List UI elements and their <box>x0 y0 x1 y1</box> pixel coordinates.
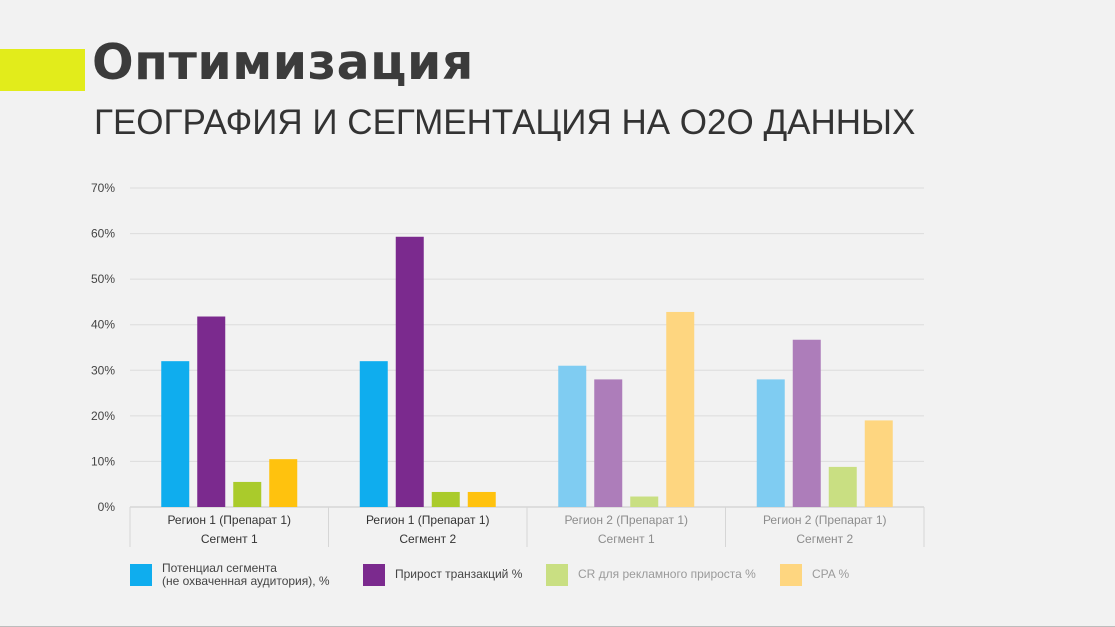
bar <box>630 496 659 507</box>
x-tick-label: Регион 2 (Препарат 1) <box>564 513 688 527</box>
legend-swatch <box>546 564 568 586</box>
legend-swatch <box>363 564 385 586</box>
y-tick-label: 40% <box>91 318 115 332</box>
bar <box>864 420 893 507</box>
accent-bar <box>0 49 85 91</box>
bar <box>395 236 424 508</box>
y-tick-label: 0% <box>98 500 116 514</box>
x-tick-label: Регион 1 (Препарат 1) <box>167 513 291 527</box>
bar <box>792 339 821 507</box>
bar <box>269 459 298 507</box>
bar <box>161 361 190 507</box>
legend-label: CPA % <box>812 567 850 581</box>
legend-label: CR для рекламного прироста % <box>578 567 756 581</box>
x-tick-label: Сегмент 2 <box>399 532 456 546</box>
y-tick-label: 50% <box>91 272 115 286</box>
x-tick-label: Сегмент 2 <box>796 532 853 546</box>
bar <box>756 379 785 507</box>
legend-label: Потенциал сегмента (не охваченная аудито… <box>162 561 330 588</box>
x-tick-label: Регион 1 (Препарат 1) <box>366 513 490 527</box>
legend-swatch <box>780 564 802 586</box>
legend-swatch <box>130 564 152 586</box>
y-tick-label: 60% <box>91 227 115 241</box>
slide-title: Оптимизация <box>92 34 474 91</box>
x-tick-label: Сегмент 1 <box>598 532 655 546</box>
bar <box>359 361 388 507</box>
legend-label: Прирост транзакций % <box>395 567 523 581</box>
bar <box>558 365 587 507</box>
x-tick-label: Регион 2 (Препарат 1) <box>763 513 887 527</box>
bar <box>828 466 857 507</box>
bar <box>594 379 623 507</box>
bar <box>467 491 496 507</box>
bar <box>431 491 460 507</box>
slide-subtitle: ГЕОГРАФИЯ И СЕГМЕНТАЦИЯ НА O2O ДАННЫХ <box>94 103 916 142</box>
bar <box>666 311 695 507</box>
x-tick-label: Сегмент 1 <box>201 532 258 546</box>
y-tick-label: 30% <box>91 363 115 377</box>
y-tick-label: 20% <box>91 409 115 423</box>
y-tick-label: 70% <box>91 181 115 195</box>
bar <box>233 481 262 507</box>
y-tick-label: 10% <box>91 454 115 468</box>
bar <box>197 316 226 507</box>
